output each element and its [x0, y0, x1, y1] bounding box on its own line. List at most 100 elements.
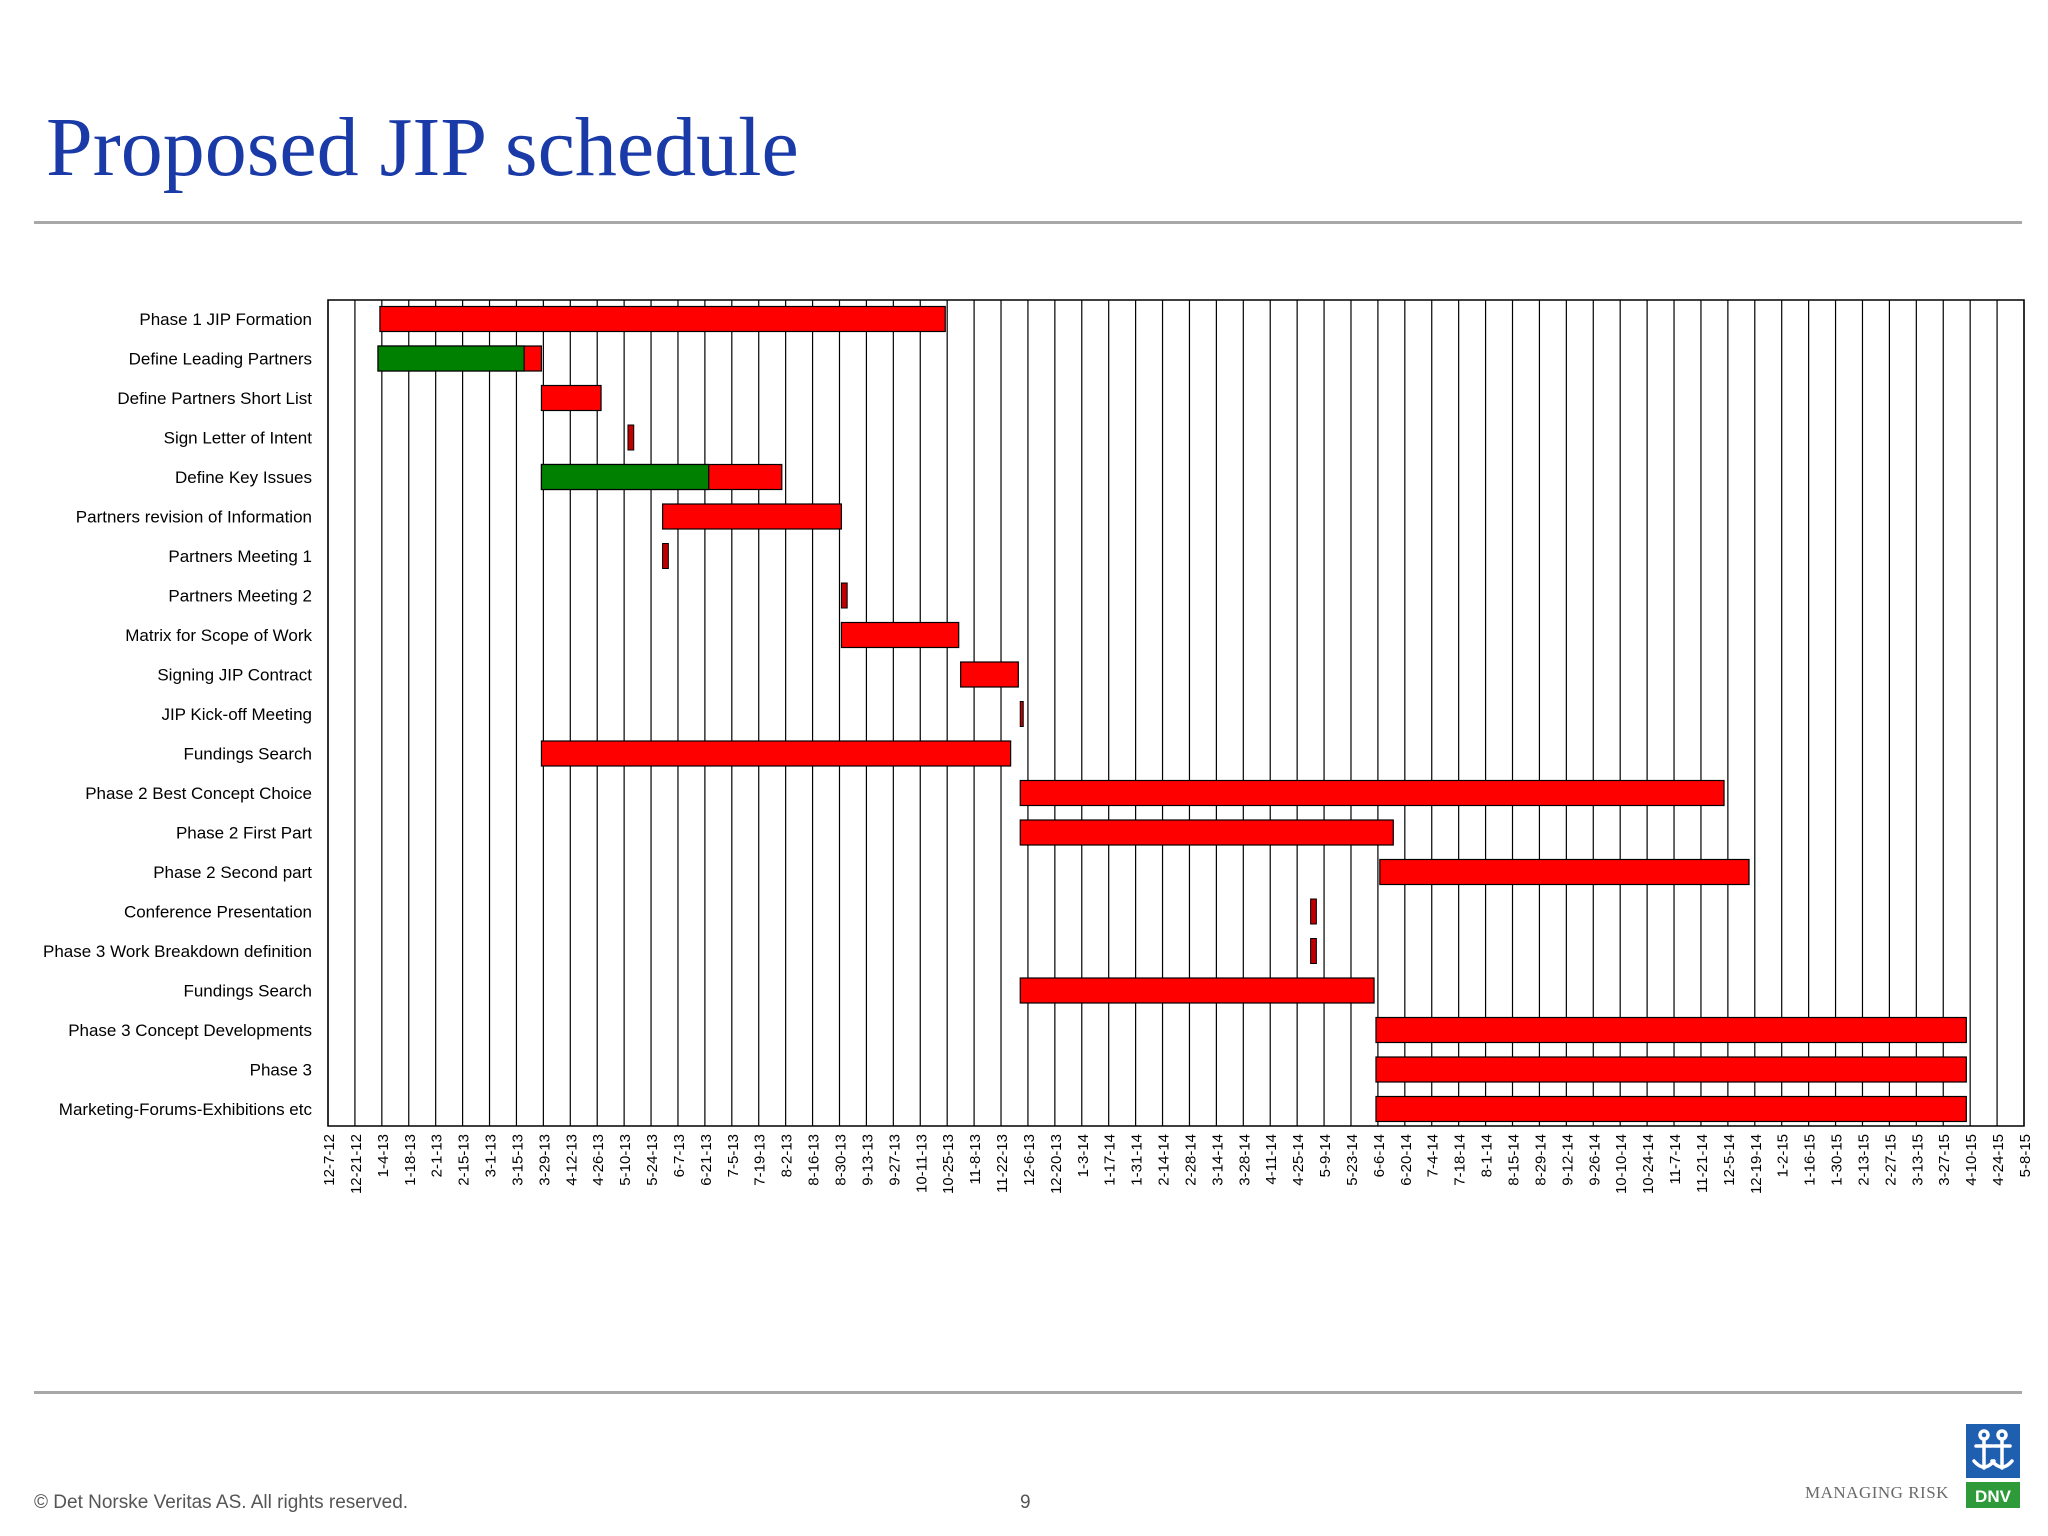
x-tick-label: 6-6-14 [1371, 1134, 1388, 1177]
x-tick-label: 1-30-15 [1829, 1134, 1846, 1186]
task-label: Fundings Search [183, 745, 312, 764]
task-label: Conference Presentation [124, 903, 312, 922]
x-tick-label: 12-7-12 [321, 1134, 338, 1186]
task-bar [540, 384, 602, 412]
task-bar [1379, 858, 1750, 886]
x-tick-label: 1-17-14 [1102, 1134, 1119, 1186]
task-bar [1375, 1095, 1967, 1123]
x-tick-label: 12-6-13 [1021, 1134, 1038, 1186]
x-tick-label: 2-14-14 [1156, 1134, 1173, 1186]
milestone-mark [1310, 938, 1317, 964]
task-bar [960, 661, 1019, 688]
copyright-text: © Det Norske Veritas AS. All rights rese… [34, 1492, 409, 1513]
page-title: Proposed JIP schedule [46, 101, 799, 194]
milestone-mark [662, 543, 669, 569]
task-label: Define Leading Partners [129, 350, 312, 369]
x-tick-label: 10-24-14 [1640, 1134, 1657, 1194]
x-tick-label: 6-7-13 [671, 1134, 688, 1177]
x-tick-label: 1-18-13 [402, 1134, 419, 1186]
x-tick-label: 2-15-13 [456, 1134, 473, 1186]
task-labels: Phase 1 JIP Formation Define Leading Part… [43, 310, 313, 1119]
x-tick-label: 8-16-13 [806, 1134, 823, 1186]
x-tick-label: 4-12-13 [563, 1134, 580, 1186]
x-tick-label: 2-1-13 [429, 1134, 446, 1177]
x-tick-label: 6-21-13 [698, 1134, 715, 1186]
x-tick-label: 3-1-13 [483, 1134, 500, 1177]
x-tick-label: 9-12-14 [1559, 1134, 1576, 1186]
x-tick-label: 3-28-14 [1236, 1134, 1253, 1186]
x-tick-label: 8-30-13 [832, 1134, 849, 1186]
x-tick-label: 3-27-15 [1936, 1134, 1953, 1186]
x-tick-label: 5-23-14 [1344, 1134, 1361, 1186]
x-tick-label: 6-20-14 [1398, 1134, 1415, 1186]
task-label: Phase 1 JIP Formation [139, 310, 312, 329]
x-tick-label: 4-24-15 [1990, 1134, 2007, 1186]
task-progress-bar [377, 345, 525, 372]
x-tick-label: 8-1-14 [1479, 1134, 1496, 1177]
x-tick-label: 8-2-13 [779, 1134, 796, 1177]
x-tick-label: 2-28-14 [1182, 1134, 1199, 1186]
x-tick-label: 7-19-13 [752, 1134, 769, 1186]
task-label: Phase 3 [250, 1061, 312, 1080]
task-bar [840, 621, 960, 649]
x-tick-label: 4-10-15 [1963, 1134, 1980, 1186]
task-progress-bar [540, 463, 710, 491]
x-tick-label: 9-27-13 [886, 1134, 903, 1186]
x-tick-label: 5-9-14 [1317, 1134, 1334, 1177]
task-label: Define Key Issues [175, 468, 312, 487]
x-tick-label: 1-16-15 [1802, 1134, 1819, 1186]
x-tick-label: 12-5-14 [1721, 1134, 1738, 1186]
x-tick-label: 10-10-14 [1613, 1134, 1630, 1194]
x-tick-label: 3-13-15 [1909, 1134, 1926, 1186]
task-bar [1375, 1016, 1967, 1044]
x-tick-label: 7-4-14 [1425, 1134, 1442, 1177]
x-tick-label: 12-20-13 [1048, 1134, 1065, 1194]
x-tick-label: 5-10-13 [617, 1134, 634, 1186]
x-tick-label: 11-7-14 [1667, 1134, 1684, 1185]
task-label: Define Partners Short List [117, 389, 312, 408]
task-label: Marketing-Forums-Exhibitions etc [59, 1100, 313, 1119]
x-tick-label: 12-19-14 [1748, 1134, 1765, 1194]
title-divider [34, 221, 2022, 224]
x-tick-label: 7-18-14 [1452, 1134, 1469, 1186]
task-bar [540, 740, 1012, 767]
x-tick-label: 11-8-13 [967, 1134, 984, 1185]
x-tick-label: 1-4-13 [375, 1134, 392, 1177]
task-label: Partners revision of Information [76, 508, 312, 527]
task-label: Partners Meeting 2 [168, 587, 312, 606]
task-label: Phase 3 Work Breakdown definition [43, 942, 312, 961]
x-tick-labels: 12-7-12 12-21-12 1-4-13 1-18-13 2-1-13 2-15-1… [321, 1134, 2034, 1194]
x-tick-label: 12-21-12 [348, 1134, 365, 1194]
tagline-text: MANAGING RISK [1805, 1483, 1949, 1502]
task-label: Phase 2 First Part [176, 824, 312, 843]
milestone-mark [1019, 701, 1024, 727]
x-tick-label: 11-22-13 [994, 1134, 1011, 1193]
task-label: Phase 2 Second part [153, 863, 312, 882]
task-bar [1019, 977, 1375, 1004]
task-label: Fundings Search [183, 982, 312, 1001]
grid-lines [327, 300, 2025, 1126]
x-tick-label: 7-5-13 [725, 1134, 742, 1177]
task-bar [379, 305, 946, 333]
milestone-mark [627, 424, 635, 451]
x-tick-label: 4-25-14 [1290, 1134, 1307, 1186]
x-tick-label: 8-15-14 [1506, 1134, 1523, 1186]
x-tick-label: 2-13-15 [1855, 1134, 1872, 1186]
task-label: Phase 3 Concept Developments [68, 1021, 312, 1040]
task-bar [1375, 1056, 1967, 1083]
x-tick-label: 3-29-13 [536, 1134, 553, 1186]
x-tick-label: 1-3-14 [1075, 1134, 1092, 1177]
x-tick-label: 10-25-13 [940, 1134, 957, 1194]
footer-divider [34, 1391, 2022, 1394]
task-label: Phase 2 Best Concept Choice [85, 784, 312, 803]
task-bar [1019, 819, 1394, 846]
page-number: 9 [1020, 1492, 1031, 1513]
task-label: Sign Letter of Intent [164, 429, 313, 448]
task-label: JIP Kick-off Meeting [161, 705, 312, 724]
logo-text: DNV [1975, 1487, 2012, 1506]
x-tick-label: 1-31-14 [1129, 1134, 1146, 1186]
x-tick-label: 5-8-15 [2017, 1134, 2034, 1177]
dnv-logo-icon: DNV [1966, 1424, 2020, 1508]
task-bar [661, 503, 843, 530]
task-label: Partners Meeting 1 [168, 547, 312, 566]
